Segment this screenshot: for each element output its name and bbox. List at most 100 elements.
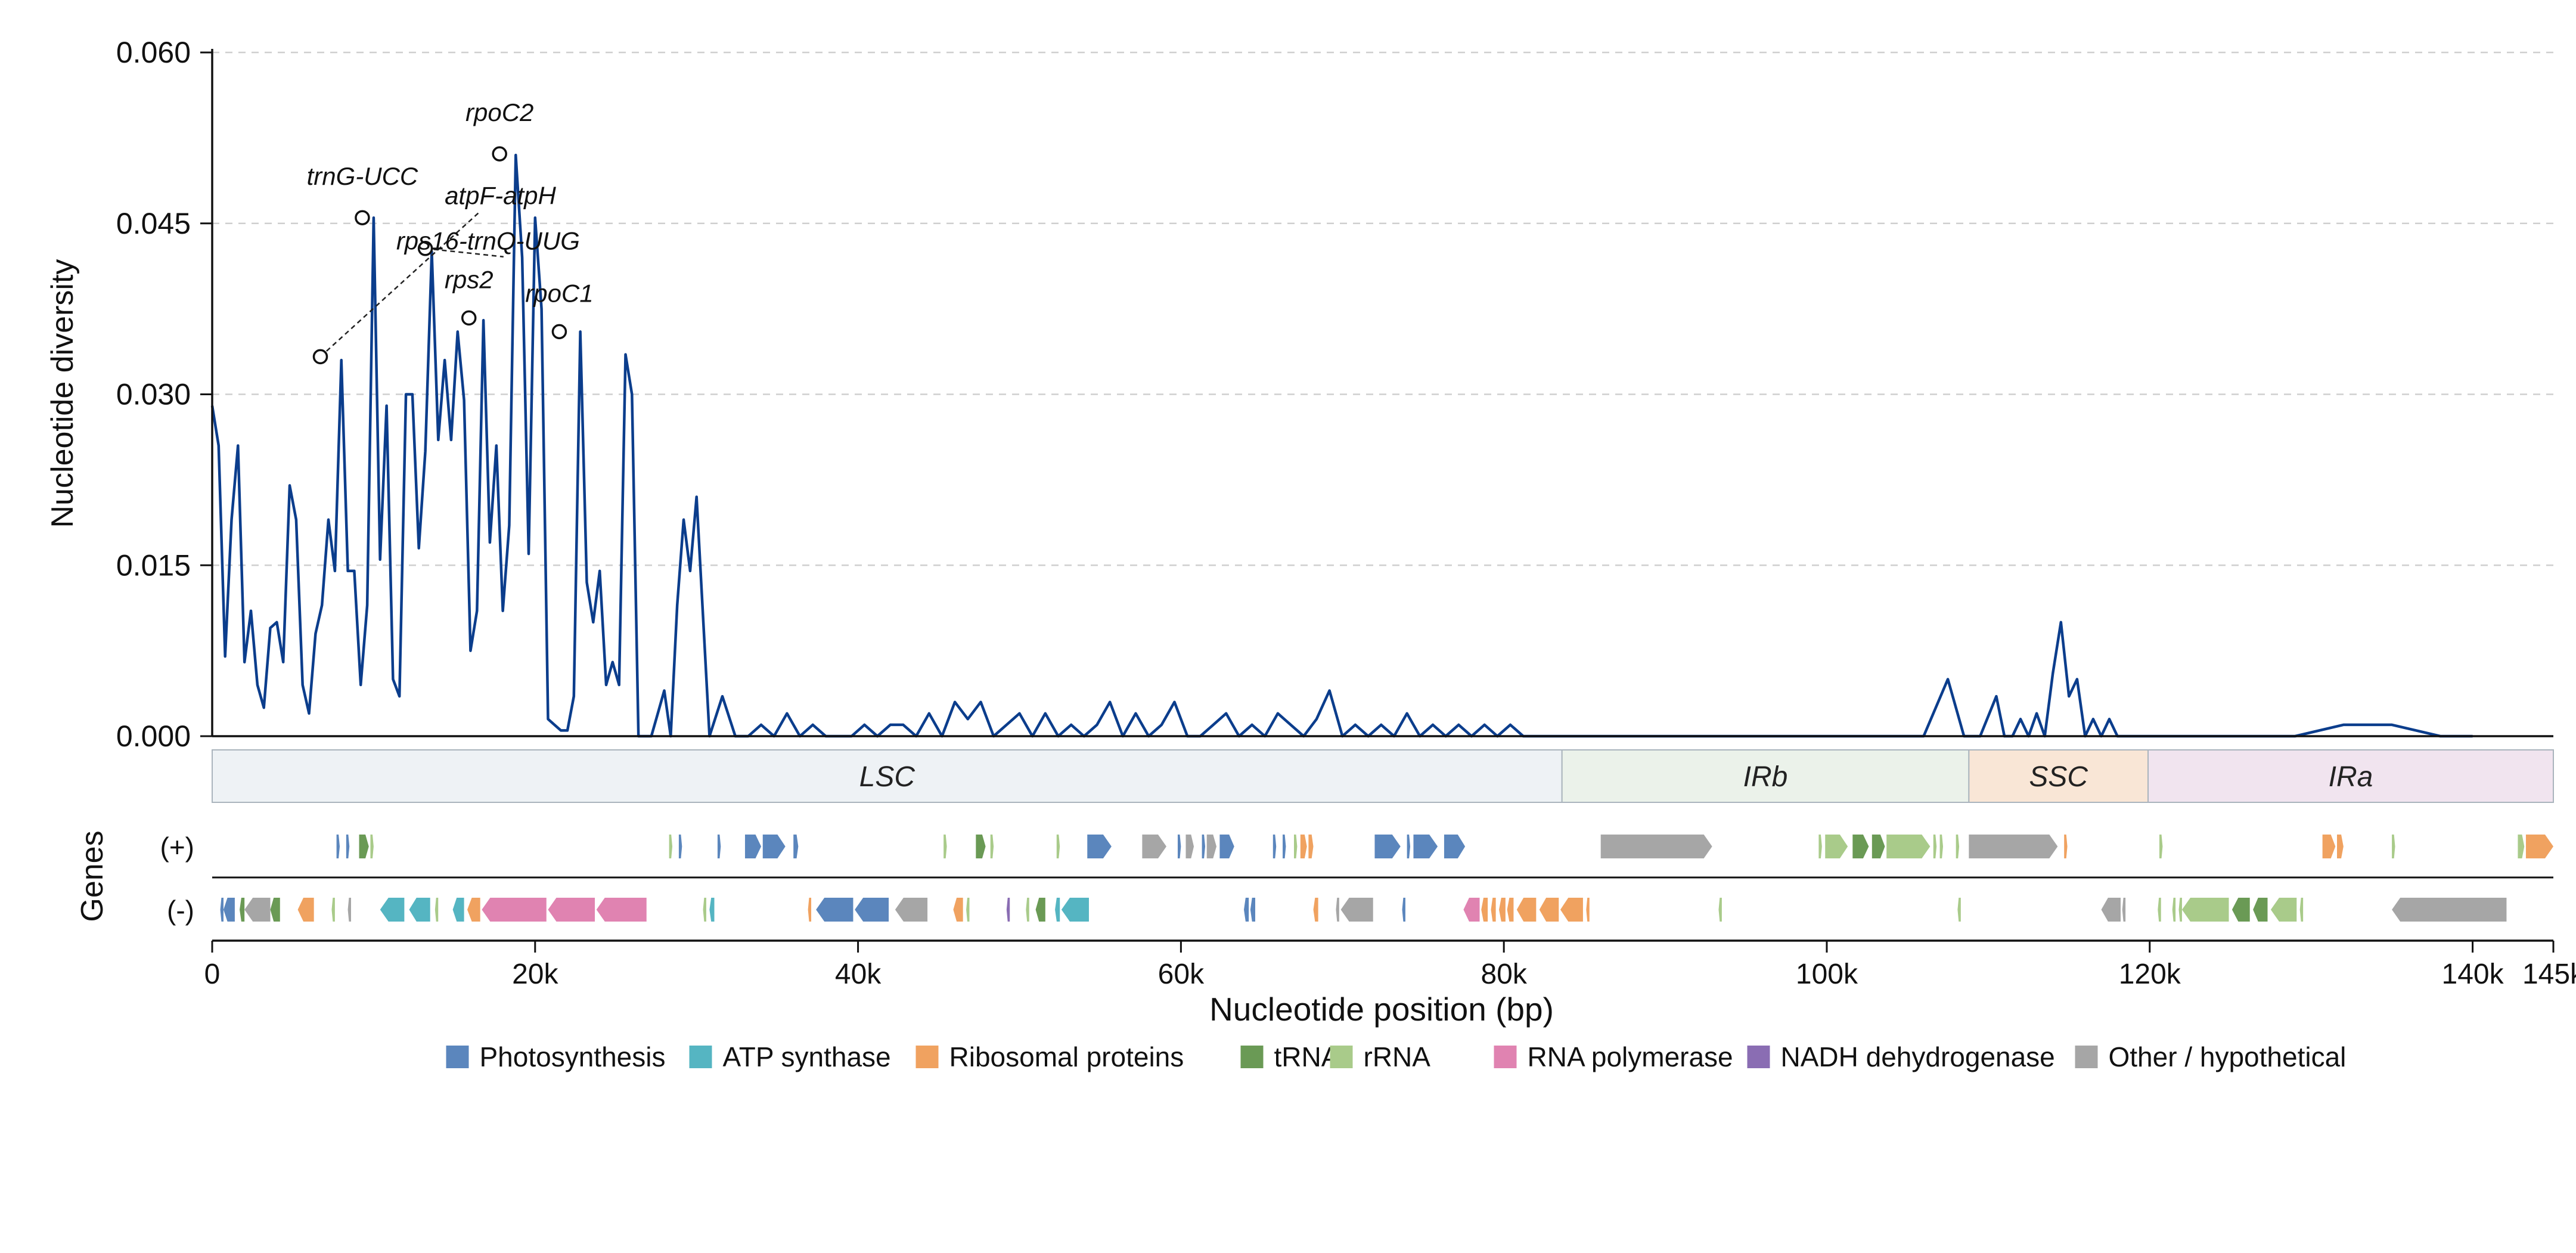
- gene-rrna: [2392, 835, 2395, 858]
- gene-rrna: [990, 835, 994, 858]
- gene-photo: [762, 835, 786, 858]
- y-tick-label: 0.060: [116, 36, 191, 69]
- legend-label-ribo: Ribosomal proteins: [949, 1041, 1184, 1072]
- diversity-line: [210, 153, 2473, 738]
- gene-rrna: [703, 898, 706, 922]
- axes: 0.000 0.015 0.030 0.045 0.060 (+) (-) 0 20k 40k 60…: [116, 36, 2576, 990]
- legend-swatch-other: [2075, 1046, 2098, 1068]
- gene-ribo: [1300, 835, 1307, 858]
- peak-marker: [492, 146, 507, 162]
- gene-rrna: [1718, 898, 1722, 922]
- legend-swatch-ribo: [915, 1046, 939, 1068]
- gene-rrna: [966, 898, 970, 922]
- gene-trna: [1035, 898, 1045, 922]
- gene-rrna: [2178, 898, 2182, 922]
- gene-ribo: [1491, 898, 1496, 922]
- gene-other: [2101, 898, 2121, 922]
- legend-swatch-rrna: [1330, 1046, 1353, 1068]
- gene-trna: [2253, 898, 2268, 922]
- annotation-leader: [425, 247, 504, 258]
- y-tick-label: 0.030: [116, 378, 191, 411]
- gene-rrna: [1026, 898, 1029, 922]
- gene-photo: [1177, 835, 1181, 858]
- x-tick-label: 100k: [1796, 959, 1858, 990]
- gene-rnap: [596, 898, 647, 922]
- peak-marker: [461, 310, 477, 326]
- gene-ribo: [808, 898, 812, 922]
- gene-photo: [223, 898, 235, 922]
- gene-rrna: [370, 835, 374, 858]
- gene-atp: [452, 898, 464, 922]
- gene-trna: [359, 835, 369, 858]
- region-IRb: [1561, 749, 1970, 803]
- annotation-label: rps16-trnQ-UUG: [396, 227, 580, 255]
- gene-ribo: [1313, 898, 1318, 922]
- region-label: LSC: [859, 761, 915, 793]
- diversity-line-layer: [210, 153, 2473, 738]
- gene-rrna: [2270, 898, 2297, 922]
- gene-other: [2122, 898, 2126, 922]
- gene-ribo: [1481, 898, 1488, 922]
- gene-ribo: [2322, 835, 2336, 858]
- genes-axis-label: Genes: [75, 830, 110, 922]
- gene-ribo: [2064, 835, 2068, 858]
- gene-rrna: [2172, 898, 2176, 922]
- gene-atp: [1061, 898, 1089, 922]
- legend-label-trna: tRNA: [1274, 1041, 1340, 1072]
- gene-ribo: [1499, 898, 1506, 922]
- gene-photo: [220, 898, 224, 922]
- gene-photo: [1283, 835, 1286, 858]
- grid-lines: [212, 51, 2553, 566]
- gene-rrna: [1886, 835, 1931, 858]
- gene-rrna: [1933, 835, 1937, 858]
- legend-swatch-ndh: [1747, 1046, 1770, 1068]
- legend-label-photo: Photosynthesis: [480, 1041, 666, 1072]
- gene-atp: [380, 898, 405, 922]
- annotation-label: rpoC2: [465, 98, 533, 126]
- gene-rrna: [2181, 898, 2229, 922]
- legend-swatch-rnap: [1494, 1046, 1517, 1068]
- gene-photo: [1413, 835, 1438, 858]
- gene-rrna: [2299, 898, 2304, 922]
- peak-annotations: trnG-UCC rpoC2 atpF-atpH rps16-trnQ-UUG rps2…: [307, 98, 594, 365]
- gene-other: [2392, 898, 2507, 922]
- gene-rrna: [2159, 835, 2163, 858]
- gene-rrna: [1294, 835, 1298, 858]
- peak-marker: [551, 324, 567, 340]
- gene-trna: [270, 898, 280, 922]
- gene-rrna: [1056, 835, 1060, 858]
- gene-rrna: [2158, 898, 2161, 922]
- legend: Photosynthesis ATP synthase Ribosomal prot…: [446, 1041, 2346, 1072]
- x-tick-label: 80k: [1481, 959, 1527, 990]
- gene-other: [1336, 898, 1339, 922]
- x-tick-label: 120k: [2119, 959, 2181, 990]
- region-label: IRb: [1743, 761, 1788, 793]
- gene-rnap: [548, 898, 595, 922]
- gene-other: [1206, 835, 1216, 858]
- gene-photo: [717, 835, 721, 858]
- peak-marker: [417, 241, 433, 256]
- annotation-label: atpF-atpH: [445, 181, 556, 209]
- gene-other: [347, 898, 351, 922]
- minus-strand-label: (-): [167, 895, 194, 926]
- annotation-leader: [319, 210, 481, 358]
- legend-swatch-atp: [689, 1046, 712, 1068]
- gene-photo: [1374, 835, 1401, 858]
- gene-trna: [1852, 835, 1869, 858]
- gene-other: [1142, 835, 1166, 858]
- annotation-label: trnG-UCC: [307, 162, 418, 190]
- gene-other: [895, 898, 928, 922]
- gene-trna: [240, 898, 245, 922]
- gene-rrna: [1825, 835, 1848, 858]
- peak-marker: [312, 349, 328, 365]
- plus-strand-label: (+): [160, 832, 195, 863]
- y-axis-label: Nucleotide diversity: [45, 259, 80, 528]
- gene-atp: [709, 898, 715, 922]
- legend-label-atp: ATP synthase: [723, 1041, 891, 1072]
- gene-rrna: [944, 835, 947, 858]
- gene-ribo: [953, 898, 963, 922]
- region-label: SSC: [2029, 761, 2088, 793]
- gene-photo: [1250, 898, 1255, 922]
- gene-other: [1185, 835, 1194, 858]
- gene-photo: [1087, 835, 1112, 858]
